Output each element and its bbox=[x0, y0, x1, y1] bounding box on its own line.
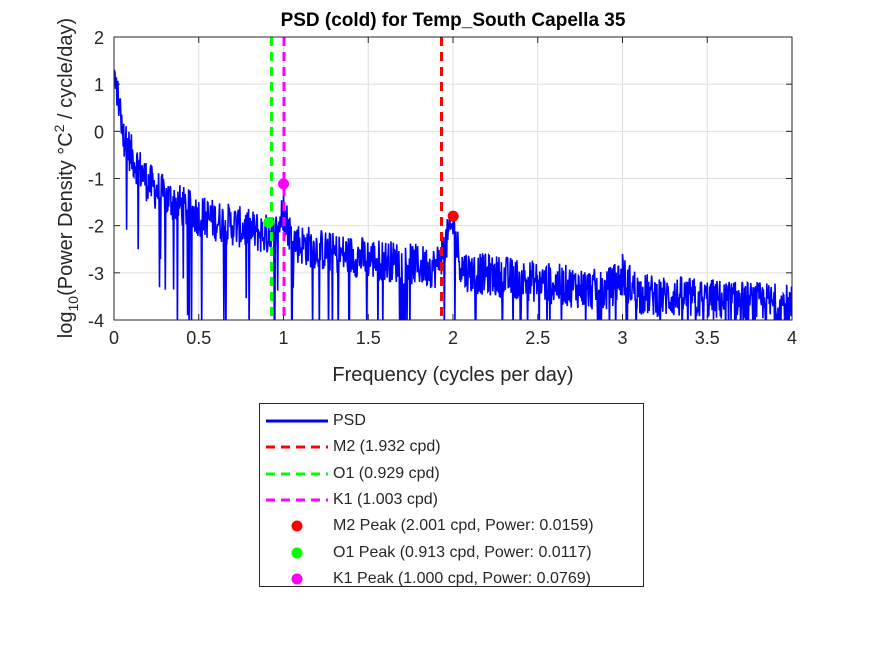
x-tick-label: 2.5 bbox=[525, 328, 550, 348]
legend: PSD M2 (1.932 cpd) O1 (0.929 cpd) K1 (1.003… bbox=[259, 403, 644, 587]
y-tick-label: -1 bbox=[88, 170, 104, 190]
x-tick-label: 1.5 bbox=[356, 328, 381, 348]
legend-label: M2 Peak (2.001 cpd, Power: 0.0159) bbox=[333, 517, 594, 535]
x-tick-label: 3.5 bbox=[695, 328, 720, 348]
legend-entry: K1 (1.003 cpd) bbox=[260, 487, 643, 513]
legend-entry: K1 Peak (1.000 cpd, Power: 0.0769) bbox=[260, 566, 643, 592]
y-tick-label: -2 bbox=[88, 217, 104, 237]
y-tick-label: -4 bbox=[88, 311, 104, 331]
legend-symbol bbox=[291, 547, 303, 558]
legend-symbol bbox=[266, 445, 328, 449]
legend-label: O1 (0.929 cpd) bbox=[333, 464, 440, 482]
legend-symbol bbox=[266, 419, 328, 423]
y-label-superscript: 2 bbox=[51, 124, 67, 132]
peak-marker-o1 bbox=[263, 216, 275, 228]
legend-label: K1 Peak (1.000 cpd, Power: 0.0769) bbox=[333, 569, 591, 587]
x-tick-label: 0 bbox=[109, 328, 119, 348]
x-tick-label: 4 bbox=[787, 328, 797, 348]
legend-entry: PSD bbox=[260, 408, 643, 434]
y-label-middle: (Power Density °C bbox=[55, 132, 77, 296]
y-tick-label: 1 bbox=[94, 75, 104, 95]
y-tick-label: 2 bbox=[94, 28, 104, 48]
legend-label: K1 (1.003 cpd) bbox=[333, 490, 438, 508]
y-label-subscript: 10 bbox=[65, 296, 81, 312]
y-tick-label: 0 bbox=[94, 122, 104, 142]
x-axis-label: Frequency (cycles per day) bbox=[332, 364, 573, 386]
legend-symbol bbox=[291, 573, 303, 585]
chart-title: PSD (cold) for Temp_South Capella 35 bbox=[281, 10, 626, 31]
x-tick-label: 1 bbox=[278, 328, 288, 348]
peak-marker-k1 bbox=[278, 178, 289, 190]
y-label-prefix: log bbox=[55, 311, 77, 338]
legend-label: M2 (1.932 cpd) bbox=[333, 438, 441, 456]
x-tick-label: 3 bbox=[617, 328, 627, 348]
plot-area: 0 0.5 1 1.5 2 2.5 3 3.5 4 -4 -3 -2 -1 0 1 2 bbox=[88, 28, 797, 348]
legend-symbol bbox=[266, 472, 328, 476]
peak-marker-m2 bbox=[447, 210, 459, 222]
legend-label: PSD bbox=[333, 412, 366, 429]
legend-entry: O1 Peak (0.913 cpd, Power: 0.0117) bbox=[260, 540, 643, 566]
y-axis-label: log10(Power Density °C2 / cycle/day) bbox=[51, 18, 81, 338]
legend-entry: O1 (0.929 cpd) bbox=[260, 461, 643, 487]
x-tick-label: 2 bbox=[448, 328, 458, 348]
legend-entry: M2 Peak (2.001 cpd, Power: 0.0159) bbox=[260, 513, 643, 539]
y-tick-label: -3 bbox=[88, 264, 104, 284]
psd-series-line bbox=[114, 69, 792, 320]
legend-symbol bbox=[266, 498, 328, 502]
y-label-suffix: / cycle/day) bbox=[55, 18, 77, 125]
axes-box bbox=[113, 36, 793, 321]
legend-label: O1 Peak (0.913 cpd, Power: 0.0117) bbox=[333, 543, 592, 561]
x-tick-label: 0.5 bbox=[186, 328, 211, 348]
legend-symbol bbox=[291, 520, 303, 532]
legend-entry: M2 (1.932 cpd) bbox=[260, 434, 643, 460]
